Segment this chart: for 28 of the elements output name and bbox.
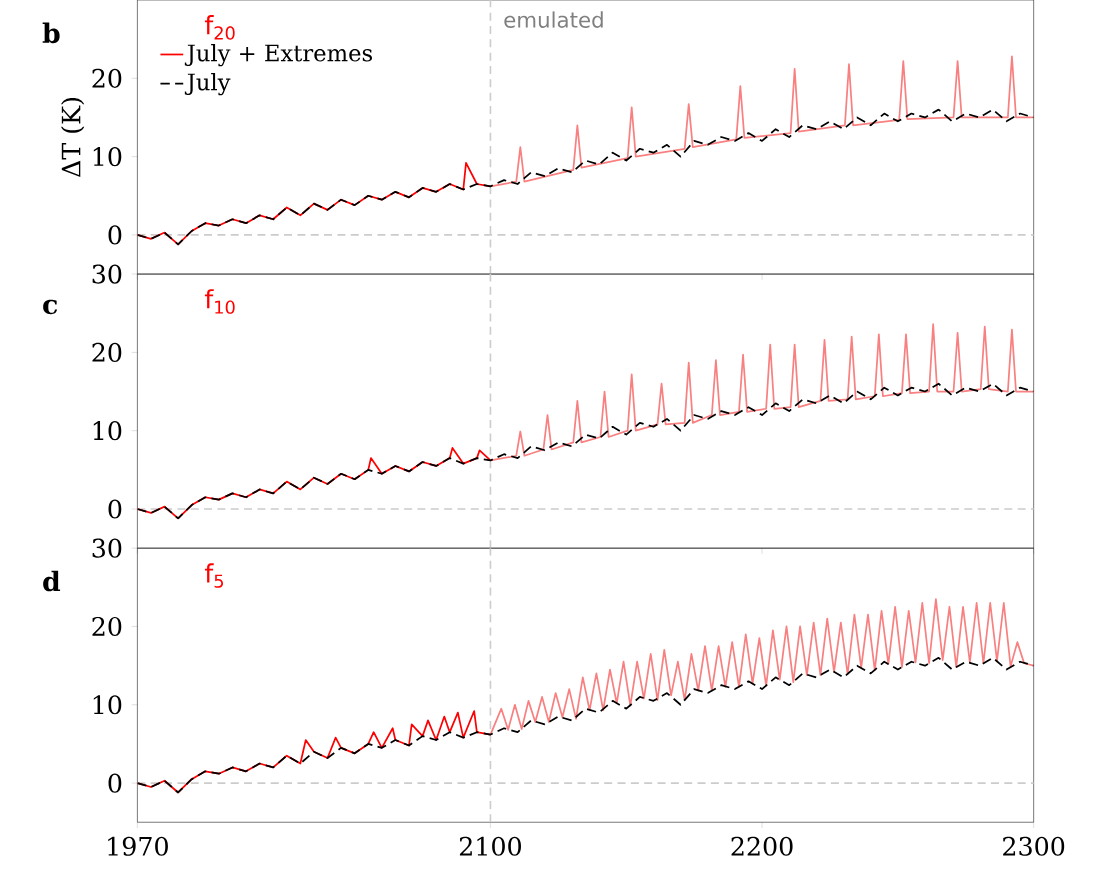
- x-tick-label: 2200: [731, 836, 793, 856]
- y-axis-title: ΔT (K): [61, 97, 85, 177]
- annotation: f$_{5}$: [204, 563, 223, 588]
- y-tick-label: 0: [108, 773, 122, 793]
- text: d: [43, 570, 61, 592]
- x-tick-label: 1970: [108, 836, 168, 856]
- y-tick-label: 0: [108, 225, 122, 245]
- y-tick-label: 30: [92, 538, 122, 558]
- y-tick-label: 20: [92, 68, 122, 88]
- x-tick-label: 2100: [459, 836, 521, 856]
- y-tick-label: 0: [108, 499, 122, 519]
- line-series: [489, 323, 1034, 462]
- annotation: emulated: [504, 11, 603, 28]
- y-tick-label: 10: [93, 695, 122, 715]
- y-tick-label: 10: [93, 420, 122, 441]
- y-tick-label: 10: [93, 146, 122, 167]
- y-tick-label: 20: [92, 342, 122, 362]
- line-series: [489, 598, 1034, 736]
- annotation: f$_{20}$: [204, 14, 235, 40]
- x-tick-label: 2300: [1003, 836, 1065, 856]
- legend-label: July: [184, 72, 231, 96]
- text: b: [42, 22, 60, 44]
- text: c: [43, 299, 58, 315]
- annotation: f$_{10}$: [204, 289, 235, 314]
- y-tick-label: 20: [92, 616, 122, 636]
- line-series: [489, 55, 1034, 188]
- y-tick-label: 30: [92, 264, 122, 284]
- legend-label: July + Extremes: [184, 43, 373, 67]
